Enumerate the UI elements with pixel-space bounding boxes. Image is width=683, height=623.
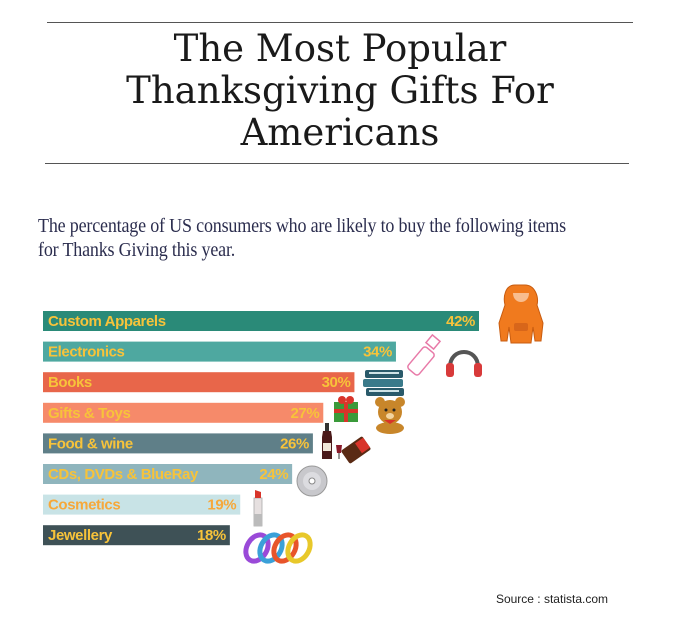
icons-group — [243, 284, 544, 564]
bar-7 — [43, 525, 230, 546]
hoodie-icon — [498, 284, 544, 344]
bar-category-label: Cosmetics — [48, 497, 120, 514]
page-title: The Most Popular Thanksgiving Gifts For … — [60, 28, 620, 154]
bar-5 — [43, 464, 293, 484]
bar-3 — [43, 402, 324, 423]
bar-value-label: 27% — [290, 405, 319, 422]
bar-value-label: 26% — [280, 435, 309, 452]
top-rule — [47, 22, 633, 23]
bottom-rule — [45, 163, 629, 164]
title-line-2: Thanksgiving Gifts For — [126, 69, 554, 112]
gift-teddy-icon — [334, 396, 405, 434]
bars-group: Custom Apparels 42% Electronics 34% Books 30%… — [43, 311, 479, 546]
bar-category-label: Food & wine — [48, 435, 133, 452]
bar-value-label: 19% — [207, 497, 236, 514]
usb-headphones-icon — [407, 333, 482, 377]
title-line-3: Americans — [240, 111, 440, 154]
bar-value-label: 18% — [197, 527, 226, 544]
bar-4 — [43, 433, 313, 454]
bar-category-label: Books — [48, 374, 92, 391]
bar-value-label: 42% — [446, 313, 475, 330]
title-line-1: The Most Popular — [173, 27, 507, 70]
disc-icon — [296, 465, 328, 497]
bar-category-label: Custom Apparels — [48, 313, 166, 330]
wine-chocolate-icon — [322, 423, 371, 464]
bar-1 — [43, 341, 396, 362]
books-icon — [363, 370, 404, 396]
subtitle: The percentage of US consumers who are l… — [38, 215, 566, 261]
bar-value-label: 34% — [363, 344, 392, 361]
bar-0 — [43, 311, 479, 331]
bar-category-label: CDs, DVDs & BlueRay — [48, 466, 199, 483]
bar-6 — [43, 494, 241, 515]
bar-category-label: Jewellery — [48, 527, 113, 544]
bar-category-label: Electronics — [48, 344, 125, 361]
bar-value-label: 24% — [259, 466, 288, 483]
bracelets-icon — [243, 532, 313, 564]
source-note: Source : statista.com — [495, 592, 608, 606]
lipstick-icon — [253, 490, 263, 527]
bar-category-label: Gifts & Toys — [48, 405, 130, 422]
bar-2 — [43, 372, 355, 393]
bar-value-label: 30% — [322, 374, 351, 391]
